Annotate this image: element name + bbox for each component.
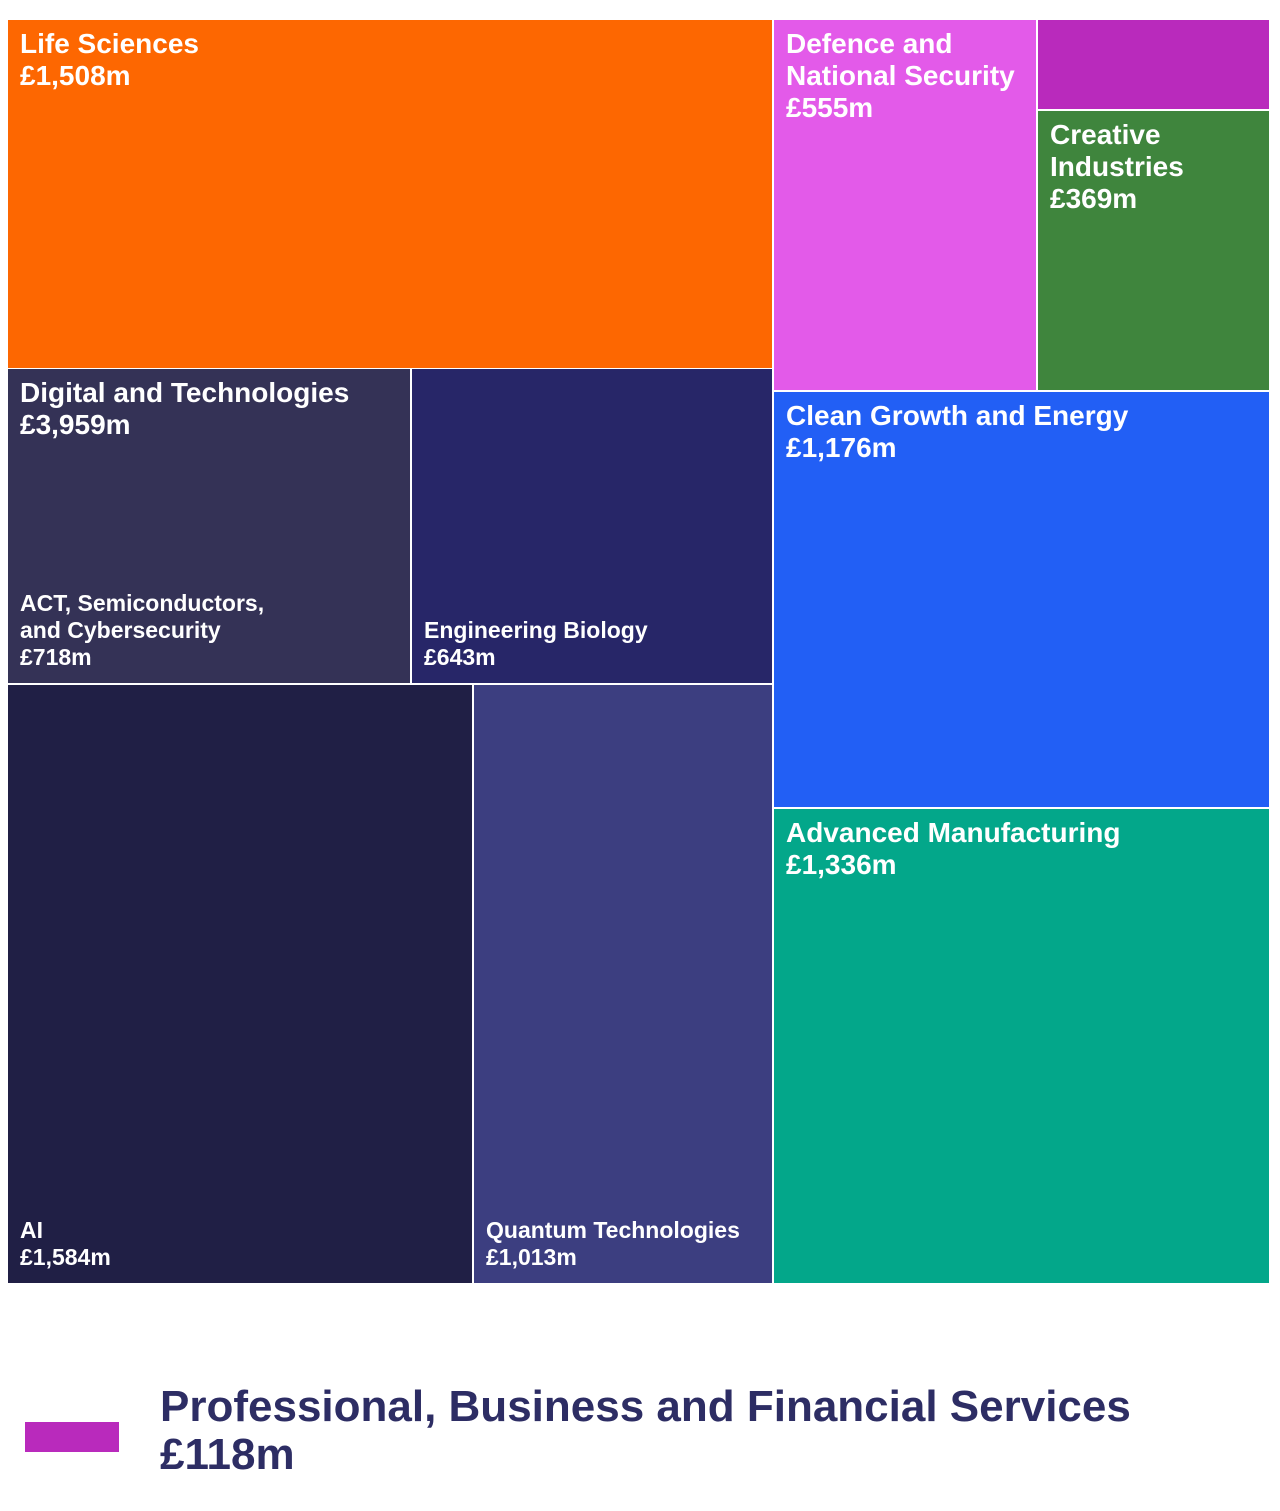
legend-category-value: £118m [160, 1430, 295, 1479]
treemap-tile-act-semiconductors-and-cybersecurity: ACT, Semiconductors, and Cybersecurity £71… [8, 369, 410, 683]
tile-value: £1,508m [20, 60, 131, 91]
tile-value: £1,336m [786, 849, 897, 880]
tile-name: Creative [1050, 119, 1161, 150]
treemap-group-digital-and-technologies: Digital and Technologies £3,959m [8, 369, 410, 683]
tile-label-ai: AI £1,584m [20, 1217, 111, 1271]
tile-label-creative-industries: Creative Industries £369m [1050, 119, 1184, 215]
tile-value: £555m [786, 92, 874, 123]
tile-name: Industries [1050, 151, 1184, 182]
tile-name: Engineering Biology [424, 617, 648, 643]
tile-label-engineering-biology: Engineering Biology £643m [424, 617, 648, 671]
treemap-tile-professional-business-and-financial-services [1038, 20, 1269, 109]
tile-label-advanced-manufacturing: Advanced Manufacturing £1,336m [786, 817, 1120, 881]
tile-label-act-semiconductors-and-cybersecurity: ACT, Semiconductors, and Cybersecurity £71… [20, 590, 264, 671]
tile-name: ACT, Semiconductors, [20, 590, 265, 616]
tile-label-defence-and-national-security: Defence and National Security £555m [786, 28, 1015, 124]
treemap-tile-quantum-technologies: Quantum Technologies £1,013m [474, 685, 772, 1283]
tile-value: £643m [424, 644, 496, 670]
tile-label-life-sciences: Life Sciences £1,508m [20, 28, 199, 92]
tile-value: £1,584m [20, 1244, 111, 1270]
treemap-tile-creative-industries: Creative Industries £369m [1038, 111, 1269, 390]
legend-swatch [25, 1422, 119, 1452]
tile-name: Clean Growth and Energy [786, 400, 1129, 431]
tile-name: Digital and Technologies [20, 377, 350, 408]
tile-name: and Cybersecurity [20, 617, 221, 643]
treemap-tile-clean-growth-and-energy: Clean Growth and Energy £1,176m [774, 392, 1269, 807]
legend-category-name: Professional, Business and Financial Ser… [160, 1382, 1131, 1431]
tile-value: £718m [20, 644, 92, 670]
tile-value: £369m [1050, 183, 1138, 214]
tile-label-clean-growth-and-energy: Clean Growth and Energy £1,176m [786, 400, 1128, 464]
treemap-tile-ai: AI £1,584m [8, 685, 472, 1283]
tile-label-quantum-technologies: Quantum Technologies £1,013m [486, 1217, 740, 1271]
treemap-tile-life-sciences: Life Sciences £1,508m [8, 20, 772, 368]
treemap-tile-defence-and-national-security: Defence and National Security £555m [774, 20, 1036, 390]
tile-name: Life Sciences [20, 28, 199, 59]
tile-value: £1,013m [486, 1244, 577, 1270]
tile-name: AI [20, 1217, 43, 1243]
tile-name: National Security [786, 60, 1015, 91]
legend-label: Professional, Business and Financial Ser… [160, 1383, 1131, 1479]
tile-value: £3,959m [20, 409, 131, 440]
tile-name: Quantum Technologies [486, 1217, 740, 1243]
tile-value: £1,176m [786, 432, 897, 463]
treemap-tile-engineering-biology: Engineering Biology £643m [412, 369, 772, 683]
treemap-tile-advanced-manufacturing: Advanced Manufacturing £1,336m [774, 809, 1269, 1283]
tile-name: Defence and [786, 28, 953, 59]
tile-label-digital-and-technologies: Digital and Technologies £3,959m [20, 377, 349, 441]
tile-name: Advanced Manufacturing [786, 817, 1121, 848]
